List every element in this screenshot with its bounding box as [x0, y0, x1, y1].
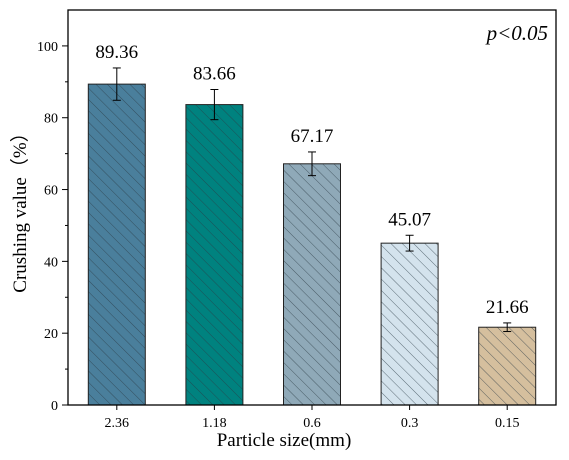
error-bar — [210, 89, 219, 121]
bar — [185, 104, 244, 406]
bar — [380, 242, 439, 406]
error-bar — [308, 151, 316, 177]
value-label: 21.66 — [486, 297, 529, 318]
y-axis-label: Crushing value（%） — [9, 123, 31, 292]
x-axis-label: Particle size(mm) — [217, 430, 352, 451]
value-label: 45.07 — [388, 209, 431, 230]
y-tick-label: 20 — [44, 327, 58, 342]
x-tick-label: 0.15 — [495, 416, 520, 431]
plot-frame — [67, 9, 557, 406]
x-tick-label: 2.36 — [105, 416, 130, 431]
y-tick-label: 0 — [51, 399, 58, 414]
x-tick-label: 0.6 — [303, 416, 321, 431]
error-bar — [503, 322, 512, 333]
x-tick-label: 1.18 — [202, 416, 227, 431]
value-label: 67.17 — [291, 126, 334, 147]
bar — [283, 163, 341, 406]
x-tick-label: 0.3 — [401, 416, 419, 431]
value-label: 83.66 — [193, 64, 236, 85]
bar — [87, 83, 146, 406]
y-tick-label: 60 — [44, 184, 58, 199]
y-tick-label: 40 — [44, 255, 58, 270]
error-bar — [112, 67, 121, 101]
annotation: p<0.05 — [485, 21, 548, 45]
value-label: 89.36 — [95, 42, 138, 63]
y-tick-label: 80 — [44, 112, 58, 127]
bar — [478, 326, 537, 406]
y-tick-label: 100 — [37, 40, 58, 55]
error-bar — [405, 234, 414, 252]
